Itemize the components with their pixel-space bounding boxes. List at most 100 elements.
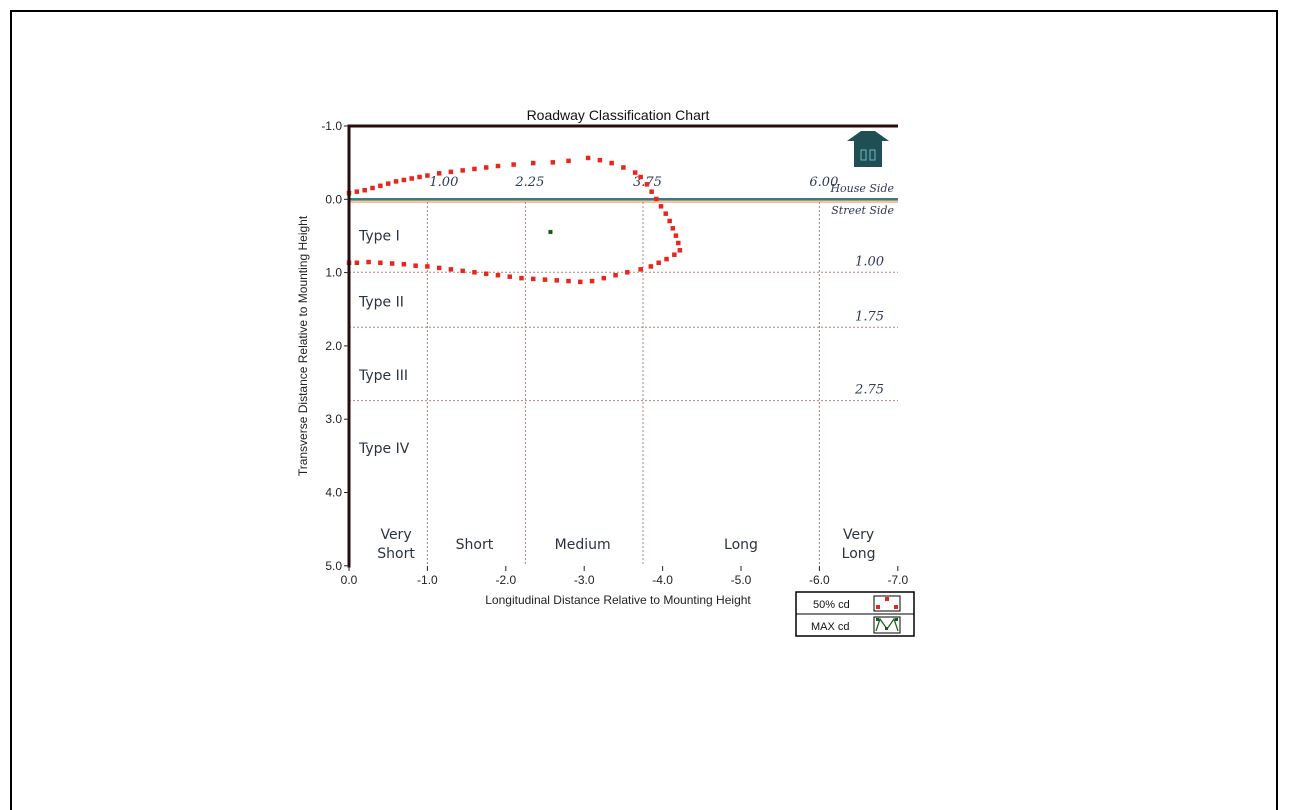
x-tick-label: -7.0 xyxy=(887,573,908,587)
series-50-cd-point xyxy=(460,168,465,173)
series-50-cd-point xyxy=(673,233,679,238)
house-street-divider xyxy=(349,198,898,201)
length-region-label: Short xyxy=(377,546,415,562)
series-50-cd-point xyxy=(648,264,654,269)
type-region-label: Type I xyxy=(358,229,400,245)
series-50-cd-point xyxy=(649,189,654,194)
top-axis-line xyxy=(347,124,898,128)
series-50-cd-point xyxy=(354,189,360,194)
series-50-cd-point xyxy=(566,158,571,164)
series-50-cd-point xyxy=(667,218,672,224)
series-50-cd-point xyxy=(542,277,548,282)
series-50-cd-point xyxy=(601,275,607,281)
series-50-cd-point xyxy=(425,264,430,269)
series-50-cd-point xyxy=(389,261,395,266)
length-region-label: Very xyxy=(843,527,874,543)
series-50-cd-point xyxy=(472,270,477,275)
series-50-cd-point xyxy=(658,204,664,209)
axes: 0.0 -1.0 -2.0 -3.0 -4.0 -5.0 -6.0 -7.0 -1.0 0.0 1.… xyxy=(321,119,908,587)
series-50-cd-point xyxy=(677,248,683,253)
house-roof xyxy=(847,131,889,141)
type-region-label: Type IV xyxy=(358,441,410,457)
series-50-cd-point xyxy=(597,157,603,163)
series-50-cd-point xyxy=(550,160,556,165)
series-50-cd-point xyxy=(436,171,442,176)
series-50-cd-point xyxy=(393,179,399,184)
series-max-cd-point xyxy=(548,229,553,234)
y-tick-label: 0.0 xyxy=(325,192,342,206)
legend-label-max-cd: MAX cd xyxy=(811,621,850,633)
series-50-cd-point xyxy=(354,260,360,266)
series-50-cd-point xyxy=(676,240,681,246)
length-region-label: Very xyxy=(380,527,411,543)
region-labels: House Side Street Side Type I Type II Type I… xyxy=(358,182,894,562)
x-tick-label: -2.0 xyxy=(495,573,516,587)
y-tick-label: 1.0 xyxy=(325,266,342,280)
horizontal-ref-label: 2.75 xyxy=(854,383,884,398)
y-tick-label: 5.0 xyxy=(325,559,342,573)
x-axis-title: Longitudinal Distance Relative to Mounti… xyxy=(485,593,751,607)
x-tick-label: 0.0 xyxy=(341,573,358,587)
type-region-label: Type II xyxy=(358,295,404,311)
length-region-label: Short xyxy=(456,537,494,553)
series-50-cd-point xyxy=(448,169,454,175)
series-50-cd-point xyxy=(656,260,661,266)
type-region-label: Type III xyxy=(358,368,408,384)
series-50-cd-point xyxy=(589,278,595,284)
series-50-cd-point xyxy=(519,275,524,281)
series-50-cd-point xyxy=(425,173,430,178)
series-50-cd-point xyxy=(472,166,477,172)
x-tick-label: -6.0 xyxy=(809,573,830,587)
series-layer xyxy=(346,155,683,285)
series-50-cd-point xyxy=(530,160,536,166)
series-50-cd-point xyxy=(566,278,571,284)
series-50-cd-point xyxy=(511,162,516,167)
series-50-cd-point xyxy=(436,265,442,271)
series-50-cd-point xyxy=(672,252,677,257)
x-tick-label: -3.0 xyxy=(574,573,595,587)
series-50-cd-point xyxy=(644,182,650,187)
x-tick-label: -1.0 xyxy=(417,573,438,587)
series-50-cd-point xyxy=(664,256,669,262)
series-50-cd-point xyxy=(370,185,375,191)
legend-label-50-cd: 50% cd xyxy=(813,599,850,611)
series-50-cd-point xyxy=(378,183,383,189)
series-50-cd-point xyxy=(362,187,367,193)
series-50-cd-point xyxy=(378,260,383,266)
legend: 50% cd MAX cd xyxy=(795,591,915,637)
length-region-label: Long xyxy=(724,537,758,553)
series-50-cd-point xyxy=(483,165,489,170)
series-50-cd-point xyxy=(638,174,643,180)
screenshot-frame xyxy=(10,10,1278,810)
series-50-cd-point xyxy=(483,271,489,277)
street-side-band xyxy=(349,200,898,203)
house-side-label: House Side xyxy=(829,182,894,195)
series-50-cd-point xyxy=(507,274,512,279)
length-region-label: Long xyxy=(842,546,876,562)
legend-swatch-max-cd-icon xyxy=(873,616,901,634)
series-50-cd-point xyxy=(585,155,591,161)
series-50-cd-point xyxy=(663,211,668,216)
series-50-cd-point xyxy=(401,261,407,267)
series-50-cd-point xyxy=(448,267,454,272)
y-tick-label: -1.0 xyxy=(321,119,342,133)
series-50-cd-point xyxy=(401,177,407,183)
series-50-cd-point xyxy=(632,170,638,175)
legend-swatch-50-cd-icon xyxy=(873,595,901,612)
horizontal-ref-label: 1.75 xyxy=(855,309,884,324)
series-50-cd-point xyxy=(495,163,501,169)
series-50-cd-point xyxy=(417,174,422,180)
y-axis-title: Transverse Distance Relative to Mounting… xyxy=(296,215,310,476)
house-window xyxy=(869,149,876,161)
series-50-cd-point xyxy=(495,272,501,278)
x-tick-label: -4.0 xyxy=(652,573,673,587)
series-50-cd-point xyxy=(670,226,676,231)
y-tick-label: 3.0 xyxy=(325,412,342,426)
length-region-label: Medium xyxy=(555,537,611,553)
house-body xyxy=(854,141,882,167)
series-50-cd-point xyxy=(578,279,583,285)
reference-lines: 1.002.253.756.001.001.752.75 xyxy=(349,175,898,566)
y-tick-label: 4.0 xyxy=(325,486,342,500)
series-50-cd-point xyxy=(554,278,560,283)
